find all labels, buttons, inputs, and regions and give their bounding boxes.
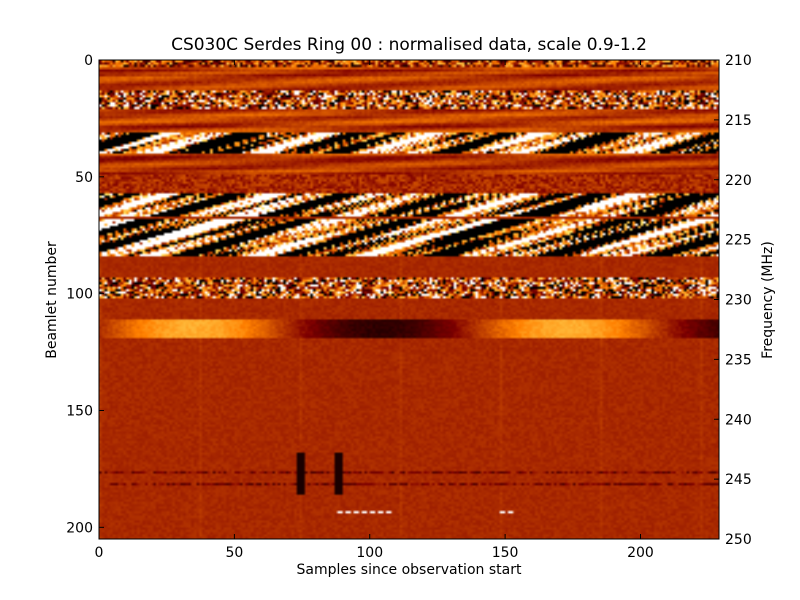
y2-axis-label: Frequency (MHz) xyxy=(760,241,776,359)
y-tick-label: 50 xyxy=(75,170,93,186)
x-tick-label: 150 xyxy=(492,545,519,561)
y2-tick-label: 220 xyxy=(725,173,752,189)
x-axis-label: Samples since observation start xyxy=(296,562,522,578)
y2-tick-label: 250 xyxy=(725,532,752,548)
plot-frame xyxy=(98,59,720,540)
y2-tick-label: 235 xyxy=(725,352,752,368)
y2-tick-label: 225 xyxy=(725,233,752,249)
y-axis-label: Beamlet number xyxy=(44,241,60,359)
chart-title: CS030C Serdes Ring 00 : normalised data,… xyxy=(171,35,647,55)
x-tick-label: 100 xyxy=(356,545,383,561)
x-tick-label: 0 xyxy=(95,545,104,561)
heatmap-image xyxy=(99,60,719,539)
y2-tick-label: 215 xyxy=(725,113,752,129)
x-tick-label: 200 xyxy=(627,545,654,561)
y-tick-label: 0 xyxy=(84,53,93,69)
y2-tick-label: 230 xyxy=(725,293,752,309)
y2-tick-label: 240 xyxy=(725,412,752,428)
y2-tick-label: 210 xyxy=(725,53,752,69)
x-tick-label: 50 xyxy=(225,545,243,561)
y-tick-label: 100 xyxy=(66,287,93,303)
y-tick-label: 200 xyxy=(66,520,93,536)
y2-tick-label: 245 xyxy=(725,472,752,488)
y-tick-label: 150 xyxy=(66,403,93,419)
